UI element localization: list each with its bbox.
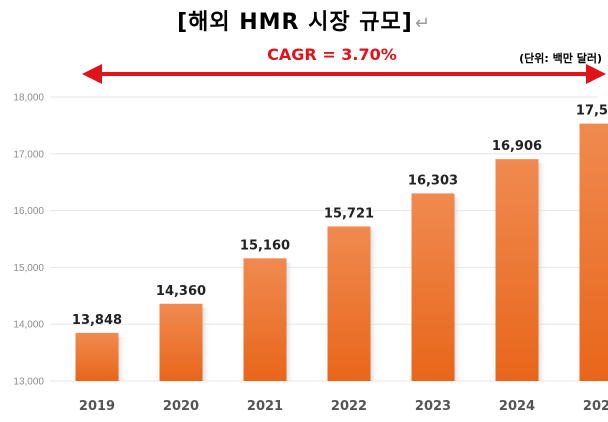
- bar-shadow: [538, 163, 547, 381]
- data-label: 15,160: [240, 238, 290, 253]
- bar-shadow: [118, 336, 127, 381]
- x-axis-labels: 2019 2020 2021 2022 2023 2024 2025: [79, 399, 608, 414]
- bar-2021: [243, 258, 287, 381]
- bar-shadow: [370, 230, 379, 381]
- data-label: 15,721: [324, 206, 374, 221]
- y-axis-ticks: 13,000 14,000 15,000 16,000 17,000 18,000: [13, 93, 44, 388]
- y-tick-label: 15,000: [13, 263, 44, 274]
- x-tick-label: 2020: [163, 399, 199, 414]
- bar-2024: [495, 159, 539, 381]
- x-tick-label: 2021: [247, 399, 283, 414]
- data-label: 16,906: [492, 139, 542, 154]
- data-label: 13,848: [72, 313, 122, 328]
- bar-shadow: [286, 262, 295, 381]
- y-tick-label: 14,000: [13, 320, 44, 331]
- data-label: 17,531: [576, 104, 608, 119]
- x-tick-label: 2019: [79, 399, 115, 414]
- x-tick-label: 2025: [583, 399, 608, 414]
- bar-2020: [159, 303, 203, 381]
- bar-shadow: [454, 197, 463, 381]
- unit-label: (단위: 백만 달러): [519, 52, 602, 65]
- cagr-annotation: CAGR = 3.70%: [267, 45, 397, 64]
- y-tick-label: 16,000: [13, 206, 44, 217]
- chart-title: [해외 HMR 시장 규모] ↵: [0, 4, 608, 36]
- bar-shadow: [202, 307, 211, 381]
- bar-2022: [327, 226, 371, 381]
- bar-2019: [75, 332, 119, 381]
- chart-title-text: [해외 HMR 시장 규모]: [177, 10, 413, 35]
- data-labels: 13,848 14,360 15,160 15,721 16,303 16,906 17,5…: [72, 104, 608, 328]
- bars: [75, 123, 608, 382]
- bar-2023: [411, 193, 455, 381]
- x-tick-label: 2024: [499, 399, 535, 414]
- y-tick-label: 18,000: [13, 93, 44, 104]
- y-tick-label: 17,000: [13, 149, 44, 160]
- data-label: 16,303: [408, 173, 458, 188]
- x-tick-label: 2023: [415, 399, 451, 414]
- data-label: 14,360: [156, 284, 206, 299]
- return-mark-icon: ↵: [414, 13, 431, 34]
- x-tick-label: 2022: [331, 399, 367, 414]
- bar-2025: [579, 123, 608, 382]
- y-tick-label: 13,000: [13, 377, 44, 388]
